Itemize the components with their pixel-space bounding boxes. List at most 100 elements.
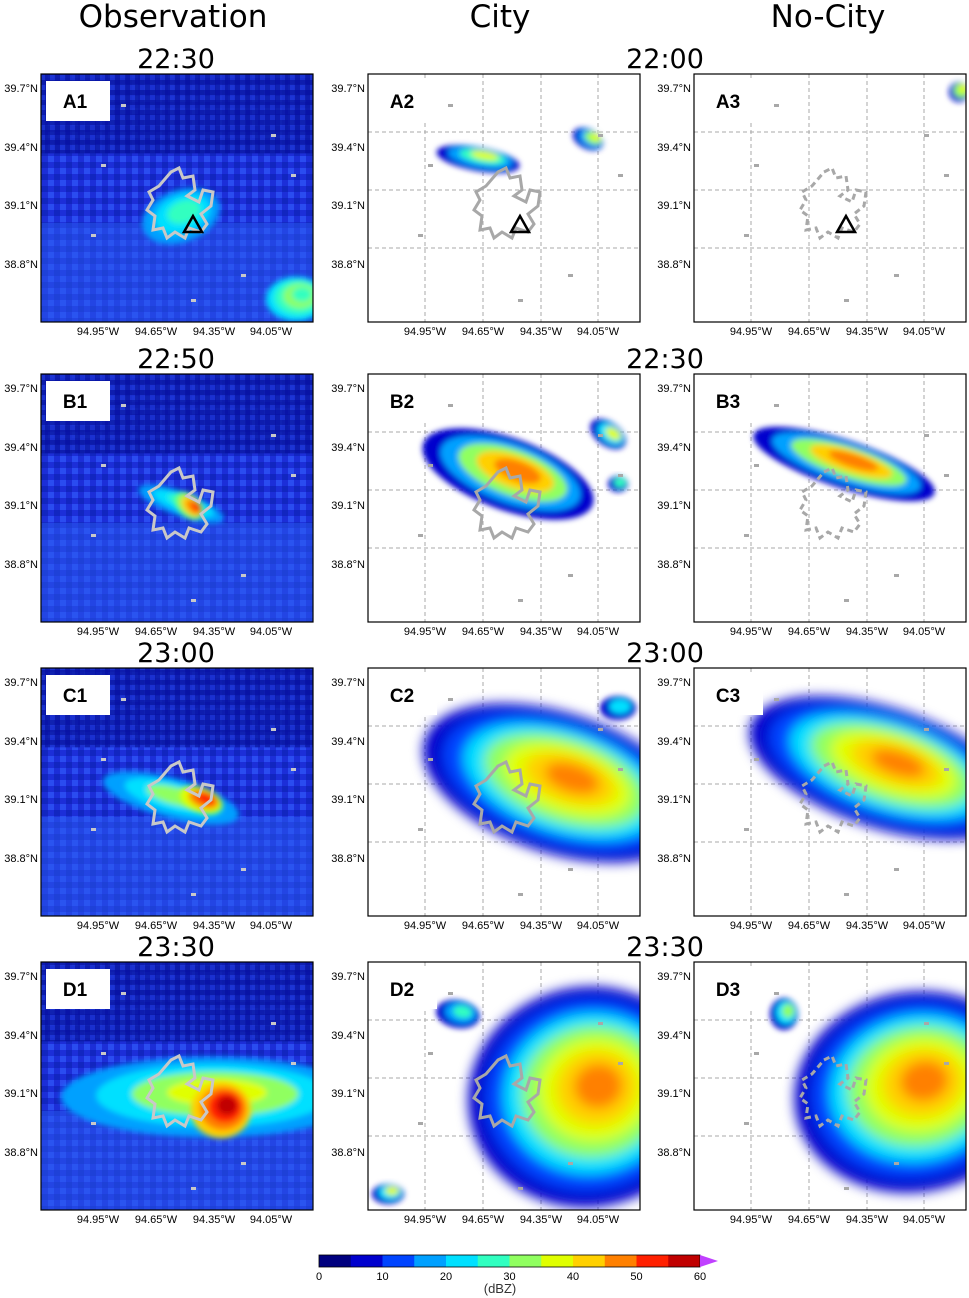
lon-tick-label: 94.65°W [462, 326, 505, 338]
lat-tick-label: 38.8°N [331, 1147, 365, 1159]
colorbar-swatch [319, 1255, 352, 1267]
panel-label-box [373, 381, 437, 421]
panel-label-box [46, 81, 110, 121]
colorbar-tick-label: 40 [567, 1271, 579, 1283]
panel-label-box [699, 675, 763, 715]
lat-tick-label: 39.7°N [657, 677, 691, 689]
panel-label: D3 [716, 980, 740, 1001]
lon-tick-label: 94.65°W [135, 326, 178, 338]
colorbar-swatch [604, 1255, 637, 1267]
lat-tick-label: 38.8°N [331, 559, 365, 571]
lon-tick-label: 94.05°W [250, 920, 293, 932]
panel-label-box [699, 81, 763, 121]
colorbar-tick-label: 20 [440, 1271, 452, 1283]
time-label-observation: 23:30 [137, 932, 215, 963]
lon-tick-label: 94.65°W [788, 1214, 831, 1226]
lon-tick-label: 94.35°W [846, 626, 889, 638]
time-label-observation: 23:00 [137, 638, 215, 669]
map-panel-c2: C2 39.7°N 39.4°N 39.1°N 38.8°N 94.95°W 94.65°W… [331, 667, 641, 932]
lat-tick-label: 38.8°N [657, 853, 691, 865]
triangle-icon [834, 213, 858, 234]
lon-tick-label: 94.95°W [404, 626, 447, 638]
lon-tick-label: 94.95°W [730, 920, 773, 932]
colorbar-tick-label: 60 [694, 1271, 706, 1283]
colorbar-swatch [414, 1255, 447, 1267]
colorbar-extend-arrow [700, 1255, 718, 1267]
panel-label-box [46, 675, 110, 715]
map-panel-a3: A3 39.7°N 39.4°N 39.1°N 38.8°N 94.95°W 94.65°W… [657, 73, 967, 338]
lat-tick-label: 39.1°N [657, 1088, 691, 1100]
lat-tick-label: 39.1°N [331, 794, 365, 806]
lat-tick-label: 38.8°N [4, 559, 38, 571]
lon-tick-label: 94.05°W [250, 626, 293, 638]
lat-tick-label: 39.4°N [657, 142, 691, 154]
lat-tick-label: 39.4°N [657, 1030, 691, 1042]
panel-frame [40, 961, 314, 1211]
lon-tick-label: 94.65°W [462, 920, 505, 932]
panel-frame [367, 73, 641, 323]
panel-label: C2 [390, 686, 414, 707]
lat-tick-label: 38.8°N [4, 259, 38, 271]
lon-tick-label: 94.95°W [77, 1214, 120, 1226]
map-panel-d2: D2 39.7°N 39.4°N 39.1°N 38.8°N 94.95°W 94.65°W… [331, 961, 641, 1226]
panel-frame [40, 73, 314, 323]
colorbar-swatch [446, 1255, 479, 1267]
lon-tick-label: 94.05°W [250, 1214, 293, 1226]
lon-tick-label: 94.35°W [520, 1214, 563, 1226]
lat-tick-label: 39.1°N [4, 794, 38, 806]
panel-label: D2 [390, 980, 414, 1001]
lat-tick-label: 39.4°N [4, 142, 38, 154]
panel-label-box [373, 969, 437, 1009]
lon-tick-label: 94.35°W [193, 626, 236, 638]
lat-tick-label: 39.4°N [331, 442, 365, 454]
lon-tick-label: 94.05°W [577, 1214, 620, 1226]
colorbar-swatches [318, 1254, 701, 1268]
lon-tick-label: 94.05°W [903, 1214, 946, 1226]
lon-tick-label: 94.05°W [903, 920, 946, 932]
map-panel-a2: A2 39.7°N 39.4°N 39.1°N 38.8°N 94.95°W 94.65°W… [331, 73, 641, 338]
lon-tick-label: 94.35°W [520, 326, 563, 338]
panel-label: C3 [716, 686, 740, 707]
lon-tick-label: 94.35°W [193, 326, 236, 338]
triangle-icon [508, 213, 532, 234]
lat-tick-label: 39.4°N [331, 1030, 365, 1042]
lat-tick-label: 39.7°N [331, 971, 365, 983]
map-panel-d1: D1 39.7°N 39.4°N 39.1°N 38.8°N 94.95°W 94.65°W… [4, 961, 314, 1226]
lat-tick-label: 39.1°N [4, 500, 38, 512]
lat-tick-label: 39.4°N [4, 736, 38, 748]
lat-tick-label: 39.1°N [4, 1088, 38, 1100]
lat-tick-label: 39.1°N [331, 200, 365, 212]
colorbar-label: (dBZ) [484, 1281, 517, 1296]
panel-label: D1 [63, 980, 88, 1001]
lon-tick-label: 94.65°W [135, 920, 178, 932]
panel-frame [693, 961, 967, 1211]
lat-tick-label: 39.4°N [331, 736, 365, 748]
time-label-simulation: 23:30 [626, 932, 704, 963]
panel-label-box [699, 969, 763, 1009]
panel-label-box [373, 81, 437, 121]
panel-label: A2 [390, 92, 414, 113]
lat-tick-label: 39.4°N [657, 442, 691, 454]
time-label-observation: 22:30 [137, 44, 215, 75]
lon-tick-label: 94.35°W [520, 626, 563, 638]
lat-tick-label: 39.7°N [331, 83, 365, 95]
map-panel-b3: B3 39.7°N 39.4°N 39.1°N 38.8°N 94.95°W 94.65°W… [657, 373, 967, 638]
lon-tick-label: 94.05°W [250, 326, 293, 338]
lat-tick-label: 39.7°N [4, 383, 38, 395]
lon-tick-label: 94.65°W [462, 626, 505, 638]
colorbar-swatch [350, 1255, 383, 1267]
lon-tick-label: 94.35°W [846, 1214, 889, 1226]
time-label-observation: 22:50 [137, 344, 215, 375]
panel-label: B1 [63, 392, 88, 413]
panel-frame [367, 667, 641, 917]
lat-tick-label: 39.7°N [4, 677, 38, 689]
lon-tick-label: 94.95°W [404, 920, 447, 932]
map-panel-b2: B2 39.7°N 39.4°N 39.1°N 38.8°N 94.95°W 94.65°W… [331, 373, 641, 638]
time-label-simulation: 22:30 [626, 344, 704, 375]
lat-tick-label: 39.7°N [331, 677, 365, 689]
colorbar-swatch [477, 1255, 510, 1267]
panel-grid: 22:30 22:00 22:50 22:30 23:00 23:00 23:30 23:30… [4, 44, 967, 1226]
lat-tick-label: 38.8°N [331, 259, 365, 271]
lon-tick-label: 94.05°W [577, 326, 620, 338]
